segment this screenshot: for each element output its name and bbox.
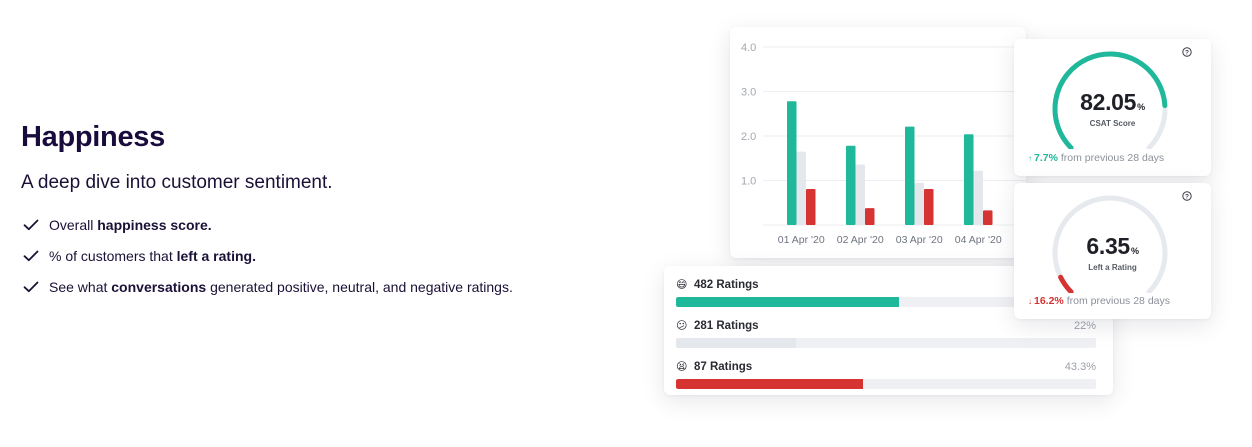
rating-count: 482 Ratings (694, 279, 759, 291)
svg-text:2.0: 2.0 (741, 131, 756, 143)
arrow-down-icon: ↓ (1028, 297, 1032, 306)
rating-row-positive[interactable]: 😄 482 Ratings (676, 276, 1096, 307)
tired-face-icon: 😫 (676, 360, 688, 373)
rating-bar-track (676, 297, 1096, 307)
rating-bar-fill (676, 379, 863, 389)
feature-list: Overall happiness score. % of customers … (21, 214, 521, 301)
subtitle: A deep dive into customer sentiment. (21, 172, 333, 193)
ratings-bar-chart-card: 4.0 3.0 2.0 1.0 01 Apr '20 02 Apr '20 03 Apr '… (730, 27, 1026, 258)
svg-text:4.0: 4.0 (741, 42, 756, 54)
bar-chart: 4.0 3.0 2.0 1.0 01 Apr '20 02 Apr '20 03 Apr '… (741, 42, 1026, 246)
csat-caption: CSAT Score (1089, 119, 1136, 128)
page-title: Happiness (21, 121, 165, 153)
rating-count: 281 Ratings (694, 320, 759, 332)
left-a-rating-card: ? 6.35% Left a Rating ↓ 16.2% from previo… (1014, 183, 1211, 319)
left-rating-trend: ↓ 16.2% from previous 28 days (1028, 295, 1170, 307)
svg-text:?: ? (1185, 49, 1189, 56)
csat-gauge (1052, 51, 1168, 149)
rating-row-negative[interactable]: 😫 87 Ratings 43.3% (676, 358, 1096, 389)
svg-text:01 Apr '20: 01 Apr '20 (778, 234, 825, 246)
rating-bar-fill (676, 297, 899, 307)
checkmark-icon (23, 219, 39, 231)
feature-item: % of customers that left a rating. (21, 245, 521, 267)
svg-text:1.0: 1.0 (741, 176, 756, 188)
rating-bar-fill (676, 338, 796, 348)
svg-text:3.0: 3.0 (741, 87, 756, 99)
confused-face-icon: 😕 (676, 319, 688, 332)
help-icon[interactable]: ? (1182, 47, 1192, 57)
csat-value: 82.05% (1080, 89, 1145, 115)
rating-count: 87 Ratings (694, 361, 753, 373)
csat-score-card: ? 82.05% CSAT Score ↑ 7.7% from previous … (1014, 39, 1211, 176)
feature-copy: Happiness A deep dive into customer sent… (21, 118, 521, 310)
left-rating-caption: Left a Rating (1088, 263, 1137, 272)
checkmark-icon (23, 250, 39, 262)
rating-row-neutral[interactable]: 😕 281 Ratings 22% (676, 317, 1096, 348)
svg-text:04 Apr '20: 04 Apr '20 (955, 234, 1002, 246)
grinning-face-icon: 😄 (676, 278, 688, 291)
left-rating-value: 6.35% (1086, 233, 1139, 259)
rating-percent: 22% (1073, 320, 1096, 332)
rating-percent: 43.3% (1064, 361, 1096, 373)
rating-bar-track (676, 379, 1096, 389)
svg-text:02 Apr '20: 02 Apr '20 (837, 234, 884, 246)
checkmark-icon (23, 281, 39, 293)
svg-text:?: ? (1185, 193, 1189, 200)
help-icon[interactable]: ? (1182, 191, 1192, 201)
feature-item: Overall happiness score. (21, 214, 521, 236)
feature-item: See what conversations generated positiv… (21, 273, 521, 301)
csat-trend: ↑ 7.7% from previous 28 days (1028, 152, 1165, 164)
arrow-up-icon: ↑ (1028, 154, 1032, 163)
left-rating-gauge (1052, 195, 1168, 293)
svg-text:03 Apr '20: 03 Apr '20 (896, 234, 943, 246)
rating-bar-track (676, 338, 1096, 348)
ratings-breakdown-card: 😄 482 Ratings 😕 281 Ratings 22% 😫 87 Rat… (664, 266, 1113, 395)
